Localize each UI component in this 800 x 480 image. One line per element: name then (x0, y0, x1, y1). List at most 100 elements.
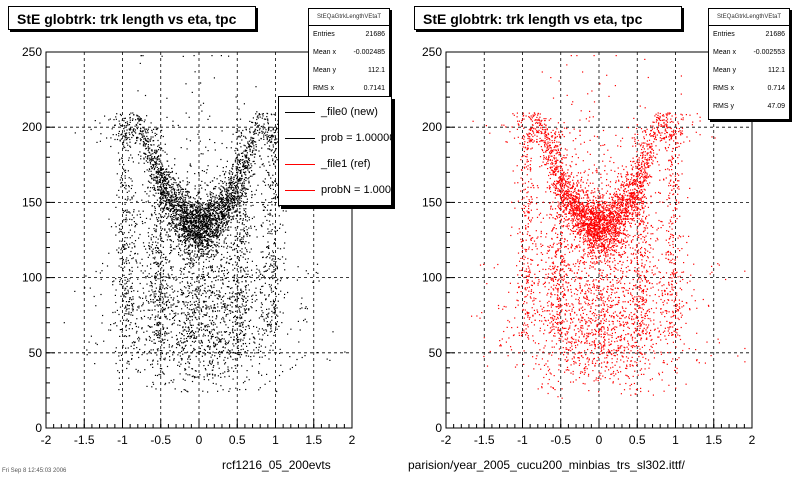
data-point (261, 292, 263, 294)
data-point (256, 277, 258, 279)
data-point (218, 310, 221, 312)
data-point (237, 297, 240, 299)
data-point (287, 333, 289, 335)
data-point (258, 124, 260, 126)
data-point (226, 261, 228, 263)
data-point (142, 130, 144, 132)
data-point (218, 182, 220, 185)
data-point (253, 133, 255, 135)
data-point (220, 331, 222, 333)
data-point (202, 323, 204, 325)
data-point (244, 160, 246, 162)
data-point (128, 124, 131, 126)
data-point (263, 329, 265, 331)
data-point (226, 208, 228, 210)
data-point (159, 181, 161, 183)
data-point (260, 224, 263, 226)
data-point (155, 175, 157, 177)
data-point (227, 198, 229, 201)
data-point (192, 217, 194, 219)
data-point (159, 235, 161, 237)
data-point (181, 333, 183, 335)
data-point (114, 350, 117, 353)
data-point (207, 206, 209, 208)
data-point (151, 158, 153, 160)
data-point (239, 356, 241, 358)
data-point (175, 207, 177, 209)
data-point (186, 235, 188, 237)
data-point (212, 324, 214, 326)
y-tick-label: 250 (22, 45, 42, 59)
data-point (255, 141, 257, 143)
data-point (178, 252, 180, 254)
data-point (191, 216, 193, 218)
data-point (183, 230, 185, 232)
data-point (153, 331, 156, 333)
data-point (189, 228, 191, 230)
data-point (121, 331, 123, 333)
data-point (129, 146, 132, 148)
data-point (198, 237, 201, 239)
data-point (205, 172, 208, 174)
data-point (211, 265, 213, 267)
data-point (125, 122, 127, 124)
data-point (212, 250, 214, 252)
data-point (228, 202, 230, 204)
data-point (186, 181, 189, 183)
data-point (186, 231, 188, 233)
data-point (220, 221, 222, 223)
data-point (271, 229, 273, 231)
data-point (182, 326, 184, 328)
data-point (304, 307, 306, 309)
data-point (195, 355, 197, 358)
data-point (242, 166, 244, 168)
data-point (239, 239, 241, 241)
data-point (230, 200, 232, 202)
data-point (133, 348, 135, 350)
data-point (259, 278, 261, 281)
data-point (238, 258, 240, 260)
data-point (146, 299, 148, 302)
data-point (188, 181, 190, 184)
data-point (241, 174, 243, 176)
data-point (195, 215, 197, 217)
data-point (195, 307, 197, 309)
data-point (200, 243, 202, 245)
data-point (207, 203, 209, 205)
data-point (248, 289, 250, 291)
data-point (224, 331, 226, 333)
data-point (229, 173, 231, 175)
data-point (201, 206, 204, 208)
data-point (255, 287, 257, 289)
data-point (205, 246, 207, 248)
data-point (190, 282, 192, 284)
data-point (241, 139, 243, 141)
data-point (122, 184, 125, 186)
data-point (184, 231, 186, 233)
data-point (168, 191, 170, 193)
data-point (230, 171, 232, 173)
data-point (230, 356, 232, 358)
data-point (211, 253, 213, 256)
data-point (147, 232, 149, 234)
data-point (238, 338, 240, 341)
data-point (161, 341, 163, 343)
data-point (200, 255, 202, 257)
data-point (223, 210, 225, 212)
data-point (276, 279, 278, 282)
data-point (188, 250, 190, 252)
data-point (161, 172, 163, 174)
data-point (167, 339, 169, 341)
data-point (208, 203, 210, 205)
data-point (163, 358, 165, 360)
data-point (231, 306, 233, 308)
data-point (195, 236, 197, 238)
data-point (214, 188, 216, 190)
data-point (204, 325, 206, 327)
data-point (255, 113, 257, 115)
data-point (218, 205, 220, 207)
data-point (164, 296, 166, 298)
data-point (149, 139, 151, 141)
data-point (255, 132, 257, 134)
data-point (172, 241, 174, 243)
